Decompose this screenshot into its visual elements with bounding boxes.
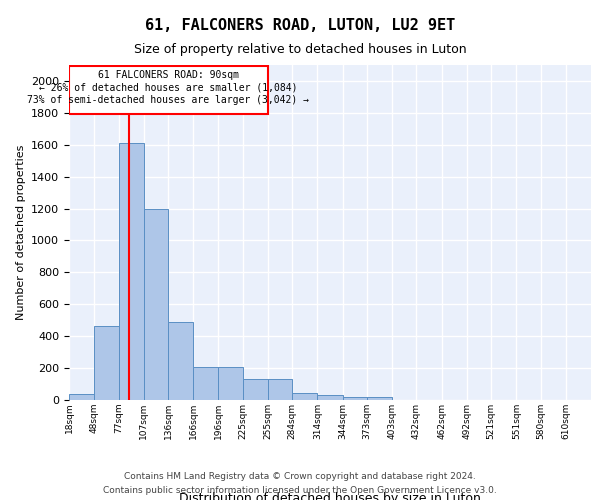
- Bar: [143, 210, 168, 400]
- Bar: [168, 322, 193, 400]
- Text: 61, FALCONERS ROAD, LUTON, LU2 9ET: 61, FALCONERS ROAD, LUTON, LU2 9ET: [145, 18, 455, 32]
- Text: Size of property relative to detached houses in Luton: Size of property relative to detached ho…: [134, 42, 466, 56]
- Bar: [317, 395, 343, 400]
- Bar: [292, 393, 317, 400]
- Bar: [218, 366, 243, 400]
- X-axis label: Distribution of detached houses by size in Luton: Distribution of detached houses by size …: [179, 492, 481, 500]
- Text: ← 26% of detached houses are smaller (1,084): ← 26% of detached houses are smaller (1,…: [39, 82, 298, 92]
- Bar: [119, 143, 143, 400]
- Bar: [243, 380, 268, 400]
- Bar: [94, 326, 119, 400]
- Text: Contains public sector information licensed under the Open Government Licence v3: Contains public sector information licen…: [103, 486, 497, 495]
- Text: Contains HM Land Registry data © Crown copyright and database right 2024.: Contains HM Land Registry data © Crown c…: [124, 472, 476, 481]
- Text: 61 FALCONERS ROAD: 90sqm: 61 FALCONERS ROAD: 90sqm: [98, 70, 239, 80]
- Bar: [268, 380, 292, 400]
- Bar: [69, 394, 94, 400]
- Y-axis label: Number of detached properties: Number of detached properties: [16, 145, 26, 320]
- Bar: [343, 397, 367, 400]
- Bar: [193, 366, 218, 400]
- Bar: [367, 397, 392, 400]
- Text: 73% of semi-detached houses are larger (3,042) →: 73% of semi-detached houses are larger (…: [28, 96, 310, 106]
- FancyBboxPatch shape: [69, 66, 268, 114]
